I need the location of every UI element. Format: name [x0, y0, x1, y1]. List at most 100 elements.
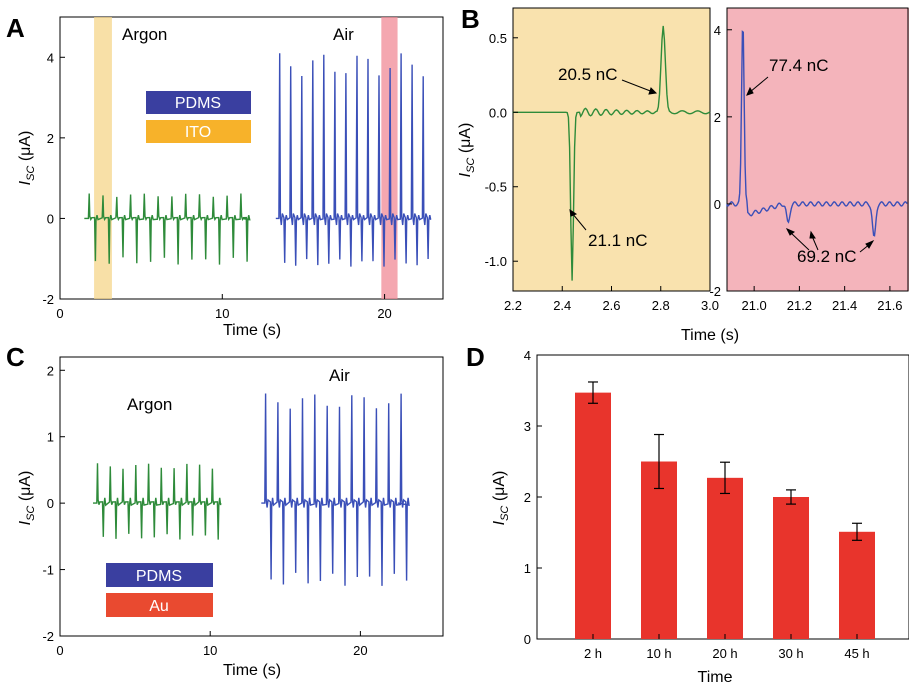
legend-swatch-au-c	[106, 593, 213, 617]
b-right-ytick-label: -2	[709, 284, 721, 299]
bar-2h	[575, 392, 611, 639]
plot-bg-b-left	[513, 8, 710, 291]
b-right-ytick-label: 4	[714, 23, 721, 38]
y-axis-title-a-sub: SC	[25, 166, 37, 181]
d-xtick-label: 2 h	[584, 646, 602, 661]
x-axis-title-b: Time (s)	[681, 327, 739, 344]
x-axis-title-a: Time (s)	[223, 322, 281, 339]
c-xtick-label: 20	[353, 643, 367, 658]
y-axis-title-a-unit: (μA)	[17, 131, 34, 166]
c-xtick-label: 10	[203, 643, 217, 658]
a-xtick-label: 20	[377, 306, 391, 321]
y-axis-title-a-main: I	[17, 180, 34, 185]
annotation-argon-a: Argon	[122, 25, 167, 44]
annotation-69-2nc: 69.2 nC	[797, 247, 857, 266]
y-axis-title-c-main: I	[17, 520, 34, 525]
b-right-xtick-label: 21.0	[741, 298, 766, 313]
y-axis-title-b: ISC (μA)	[457, 123, 477, 178]
panel-letter-a: A	[6, 13, 25, 43]
legend-label-ito-a: ITO	[185, 124, 211, 141]
b-left-xtick-label: 2.6	[602, 298, 620, 313]
annotation-air-c: Air	[329, 366, 350, 385]
legend-swatch-pdms-c	[106, 563, 213, 587]
a-ytick-label: 4	[47, 50, 54, 65]
bar-10h	[641, 461, 677, 639]
series-line-air-a	[275, 53, 432, 267]
series-line-argon-c	[93, 463, 222, 540]
b-left-xtick-label: 3.0	[701, 298, 719, 313]
x-axis-title-d: Time	[698, 669, 733, 686]
c-ytick-label: -2	[42, 629, 54, 644]
plot-frame-b-right	[726, 7, 909, 292]
plot-frame-a	[59, 16, 444, 300]
b-right-xtick-label: 21.2	[787, 298, 812, 313]
y-axis-title-d-sub: SC	[499, 506, 511, 521]
a-xtick-label: 10	[215, 306, 229, 321]
d-xtick-label: 30 h	[778, 646, 803, 661]
series-line-argon-b	[512, 25, 711, 281]
c-ytick-label: -1	[42, 563, 54, 578]
a-xtick-label: 0	[56, 306, 63, 321]
plot-frame-c	[59, 356, 444, 637]
annotation-20-5nc: 20.5 nC	[558, 65, 618, 84]
annotation-21-1nc: 21.1 nC	[588, 231, 648, 250]
c-ytick-label: 2	[47, 363, 54, 378]
series-line-air-b	[726, 30, 908, 237]
annotation-air-a: Air	[333, 25, 354, 44]
b-left-ytick-label: -0.5	[485, 180, 507, 195]
c-xtick-label: 0	[56, 643, 63, 658]
y-axis-title-b-sub: SC	[465, 158, 477, 173]
a-ytick-label: 2	[47, 131, 54, 146]
y-axis-title-b-unit: (μA)	[457, 123, 474, 158]
series-line-air-c	[261, 393, 410, 586]
bar-20h	[707, 477, 743, 639]
legend-label-au-c: Au	[149, 598, 169, 615]
panel-letter-b: B	[461, 4, 480, 34]
annotation-arrows-b	[569, 76, 875, 253]
b-left-ytick-label: 0.0	[489, 105, 507, 120]
series-line-argon-a	[84, 193, 251, 265]
y-axis-title-d-main: I	[491, 520, 508, 525]
b-right-xtick-label: 21.6	[877, 298, 902, 313]
d-ytick-label: 4	[524, 348, 531, 363]
y-axis-title-a: ISC (μA)	[17, 131, 37, 186]
b-right-xtick-label: 21.4	[832, 298, 857, 313]
legend-swatch-pdms-a	[146, 91, 251, 114]
panel-letter-d: D	[466, 342, 485, 372]
legend-label-pdms-c: PDMS	[136, 568, 182, 585]
d-xtick-label: 45 h	[844, 646, 869, 661]
a-ytick-label: 0	[47, 211, 54, 226]
bar-30h	[773, 497, 809, 639]
y-axis-title-d-unit: (μA)	[491, 471, 508, 506]
legend-label-pdms-a: PDMS	[175, 95, 221, 112]
legend-swatch-ito-a	[146, 120, 251, 143]
b-left-ytick-label: 0.5	[489, 31, 507, 46]
c-ytick-label: 0	[47, 496, 54, 511]
annotation-argon-c: Argon	[127, 395, 172, 414]
panel-letter-c: C	[6, 342, 25, 372]
y-axis-title-d: ISC (μA)	[491, 471, 511, 526]
b-right-ytick-label: 0	[714, 197, 721, 212]
annotation-77-4nc: 77.4 nC	[769, 56, 829, 75]
y-axis-title-c: ISC (μA)	[17, 471, 37, 526]
y-axis-title-c-unit: (μA)	[17, 471, 34, 506]
d-ytick-label: 0	[524, 632, 531, 647]
b-left-xtick-label: 2.8	[652, 298, 670, 313]
y-axis-title-b-main: I	[457, 172, 474, 177]
shaded-region-a	[94, 17, 112, 299]
d-xtick-label: 10 h	[646, 646, 671, 661]
plot-bg-b-right	[727, 8, 909, 291]
b-right-ytick-label: 2	[714, 110, 721, 125]
x-axis-title-c: Time (s)	[223, 662, 281, 679]
d-ytick-label: 3	[524, 419, 531, 434]
d-xtick-label: 20 h	[712, 646, 737, 661]
y-axis-title-c-sub: SC	[25, 506, 37, 521]
a-ytick-label: -2	[42, 292, 54, 307]
d-ytick-label: 1	[524, 561, 531, 576]
b-left-xtick-label: 2.4	[553, 298, 571, 313]
panel-d: D 2 h 10 h 20 h 30 h 45 h 0 1 2 3 4 Time ISC (μA)	[466, 342, 909, 686]
b-left-ytick-label: -1.0	[485, 254, 507, 269]
